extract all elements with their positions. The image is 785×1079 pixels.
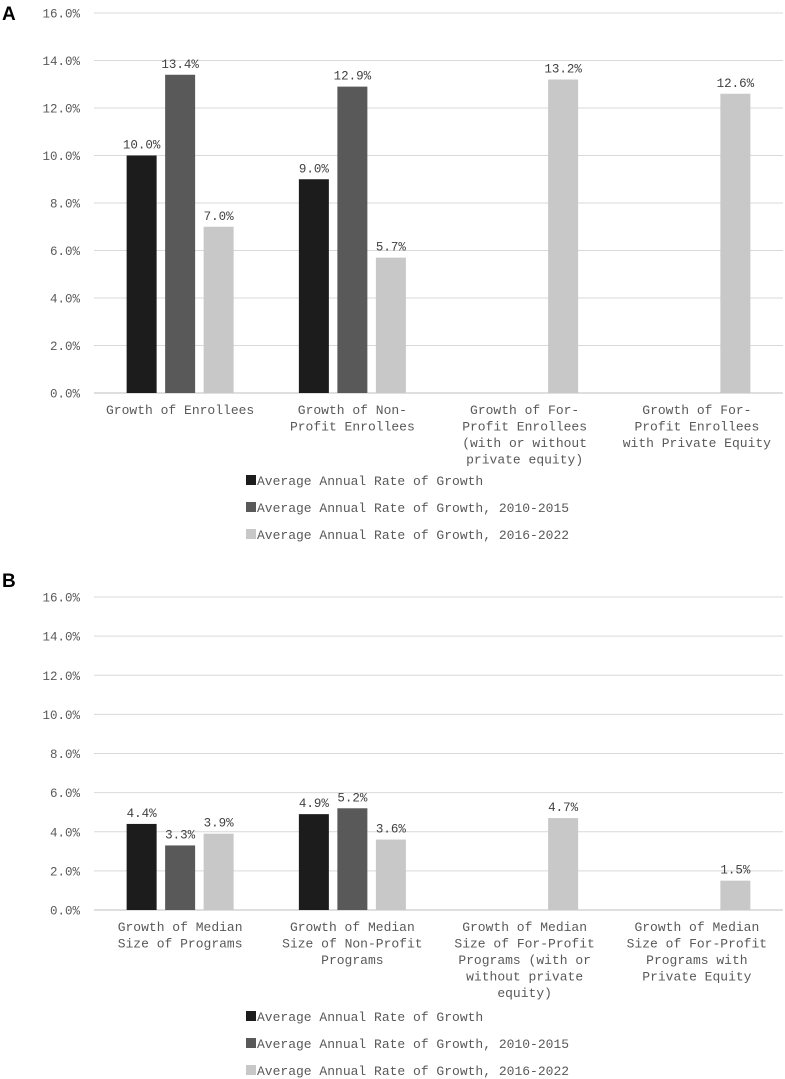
y-tick-label: 6.0%	[50, 787, 81, 801]
y-tick-label: 0.0%	[50, 905, 81, 919]
legend-entry: Average Annual Rate of Growth	[257, 1010, 483, 1025]
x-category-label: Growth of Median Size of Non-Profit Progra…	[282, 920, 422, 968]
x-category-label: Growth of Enrollees	[106, 403, 254, 418]
y-tick-label: 12.0%	[42, 670, 80, 684]
bar	[126, 155, 157, 393]
bar	[165, 74, 196, 393]
x-category-label: Growth of Median Size of For-Profit Progra…	[627, 920, 767, 985]
legend-entry: Average Annual Rate of Growth, 2016-2022	[257, 528, 569, 543]
y-tick-label: 4.0%	[50, 293, 81, 307]
data-label: 4.9%	[299, 797, 330, 811]
y-tick-label: 2.0%	[50, 865, 81, 879]
data-label: 3.9%	[204, 817, 235, 831]
data-label: 4.4%	[127, 807, 158, 821]
bar	[126, 823, 157, 910]
panel-label-b: B	[2, 571, 16, 592]
y-tick-label: 10.0%	[42, 709, 80, 723]
x-category-label: Growth of For-Profit Enrollees with Priva…	[623, 403, 771, 451]
bar	[337, 808, 368, 910]
bar	[165, 845, 196, 910]
legend-swatch	[246, 1011, 256, 1021]
y-tick-label: 12.0%	[42, 103, 80, 117]
bar	[298, 814, 329, 910]
bar	[720, 880, 751, 910]
bar	[720, 93, 751, 393]
y-tick-label: 14.0%	[42, 631, 80, 645]
y-tick-label: 8.0%	[50, 198, 81, 212]
data-label: 1.5%	[720, 864, 751, 878]
data-label: 12.6%	[717, 77, 755, 91]
legend-swatch	[246, 1065, 256, 1075]
data-label: 13.2%	[544, 63, 582, 77]
legend-entry: Average Annual Rate of Growth, 2010-2015	[257, 501, 569, 516]
data-label: 9.0%	[299, 162, 330, 176]
data-label: 7.0%	[204, 210, 235, 224]
x-category-label: Growth of Median Size of For-Profit Progra…	[454, 920, 594, 1001]
bar	[375, 839, 406, 910]
data-label: 4.7%	[548, 801, 579, 815]
bar	[203, 833, 234, 910]
panel-b: B 0.0% 2.0% 4.0% 6.0% 8.0% 10.0% 12.0% 14.0% 16.0…	[2, 571, 783, 1079]
y-tick-label: 14.0%	[42, 55, 80, 69]
legend-entry: Average Annual Rate of Growth	[257, 474, 483, 489]
bar	[298, 179, 329, 393]
bar	[375, 257, 406, 393]
data-label: 5.7%	[376, 241, 407, 255]
data-label: 12.9%	[334, 70, 372, 84]
data-label: 5.2%	[337, 791, 368, 805]
bar	[548, 818, 579, 910]
y-tick-label: 8.0%	[50, 748, 81, 762]
y-tick-label: 4.0%	[50, 826, 81, 840]
legend-swatch	[246, 502, 256, 512]
bar	[337, 86, 368, 393]
y-tick-label: 0.0%	[50, 388, 81, 402]
x-category-label: Growth of Non-Profit Enrollees	[290, 403, 415, 435]
y-tick-label: 10.0%	[42, 150, 80, 164]
legend-entry: Average Annual Rate of Growth, 2010-2015	[257, 1037, 569, 1052]
x-category-label: Growth of Median Size of Programs	[118, 920, 243, 952]
y-tick-label: 16.0%	[42, 592, 80, 606]
legend-swatch	[246, 475, 256, 485]
y-tick-label: 6.0%	[50, 245, 81, 259]
bar	[548, 79, 579, 393]
panel-a: A 0.0% 2.0% 4.0% 6.0% 8.0% 10.0% 12.0% 14.0% 16.0…	[2, 4, 783, 543]
data-label: 3.3%	[165, 828, 196, 842]
data-label: 10.0%	[123, 139, 161, 153]
y-tick-label: 16.0%	[42, 8, 80, 22]
data-label: 3.6%	[376, 823, 407, 837]
panel-label-a: A	[2, 4, 16, 25]
legend-entry: Average Annual Rate of Growth, 2016-2022	[257, 1064, 569, 1079]
x-category-label: Growth of For-Profit Enrollees (with or w…	[462, 403, 587, 468]
legend-swatch	[246, 529, 256, 539]
data-label: 13.4%	[161, 58, 199, 72]
legend-swatch	[246, 1038, 256, 1048]
y-tick-label: 2.0%	[50, 340, 81, 354]
bar	[203, 226, 234, 393]
